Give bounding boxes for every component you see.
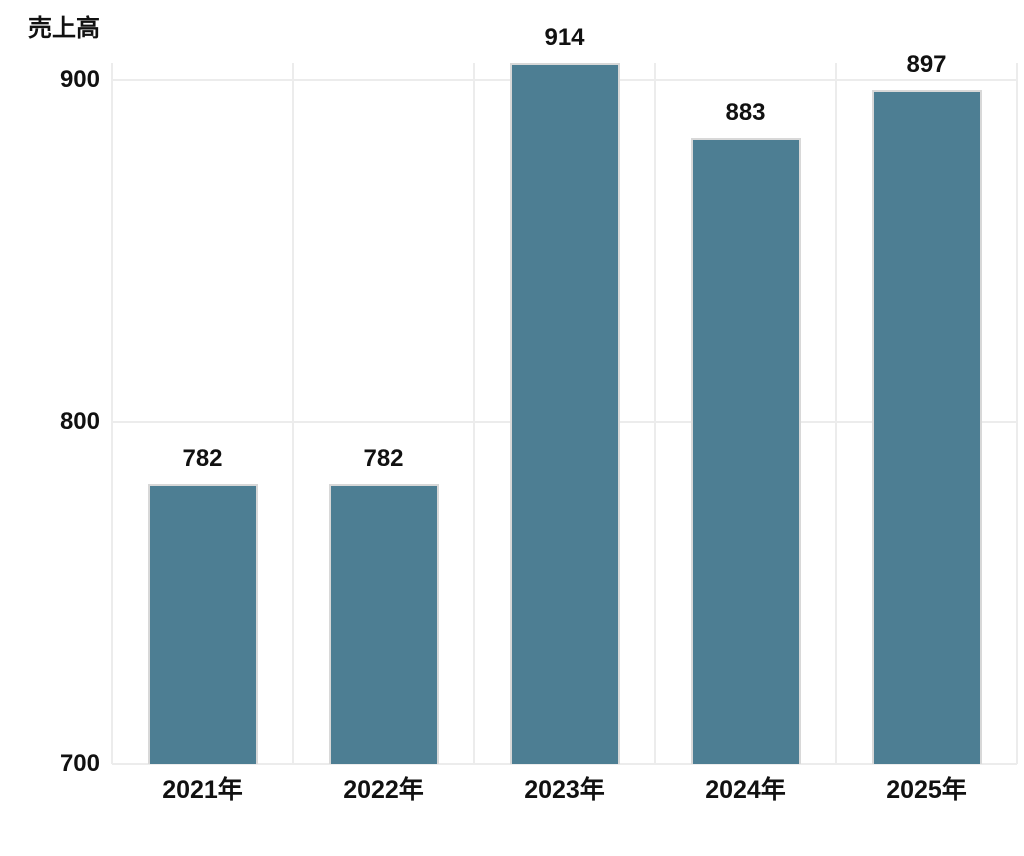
vertical-gridline (1016, 63, 1018, 764)
x-tick-label: 2021年 (162, 776, 243, 804)
vertical-gridline (654, 63, 656, 764)
bar-2021年 (147, 483, 258, 764)
horizontal-gridline (112, 763, 1017, 765)
x-tick-label: 2023年 (524, 776, 605, 804)
bar-2025年 (871, 90, 982, 764)
vertical-gridline (111, 63, 113, 764)
y-tick-label: 900 (59, 66, 100, 94)
bar-value-label: 782 (363, 444, 404, 472)
bar-value-label: 914 (544, 24, 585, 51)
vertical-gridline (292, 63, 294, 764)
bar-2023年 (509, 63, 620, 764)
y-axis-title: 売上高 (28, 15, 100, 42)
x-tick-label: 2022年 (343, 776, 424, 804)
y-tick-label: 800 (59, 408, 100, 436)
vertical-gridline (473, 63, 475, 764)
x-tick-label: 2025年 (886, 776, 967, 804)
vertical-gridline (835, 63, 837, 764)
bar-2024年 (690, 138, 801, 764)
bar-value-label: 897 (906, 51, 947, 79)
bar-value-label: 883 (725, 99, 766, 127)
bar-2022年 (328, 483, 439, 764)
x-tick-label: 2024年 (705, 776, 786, 804)
bar-value-label: 782 (182, 444, 223, 472)
y-tick-label: 700 (59, 750, 100, 777)
